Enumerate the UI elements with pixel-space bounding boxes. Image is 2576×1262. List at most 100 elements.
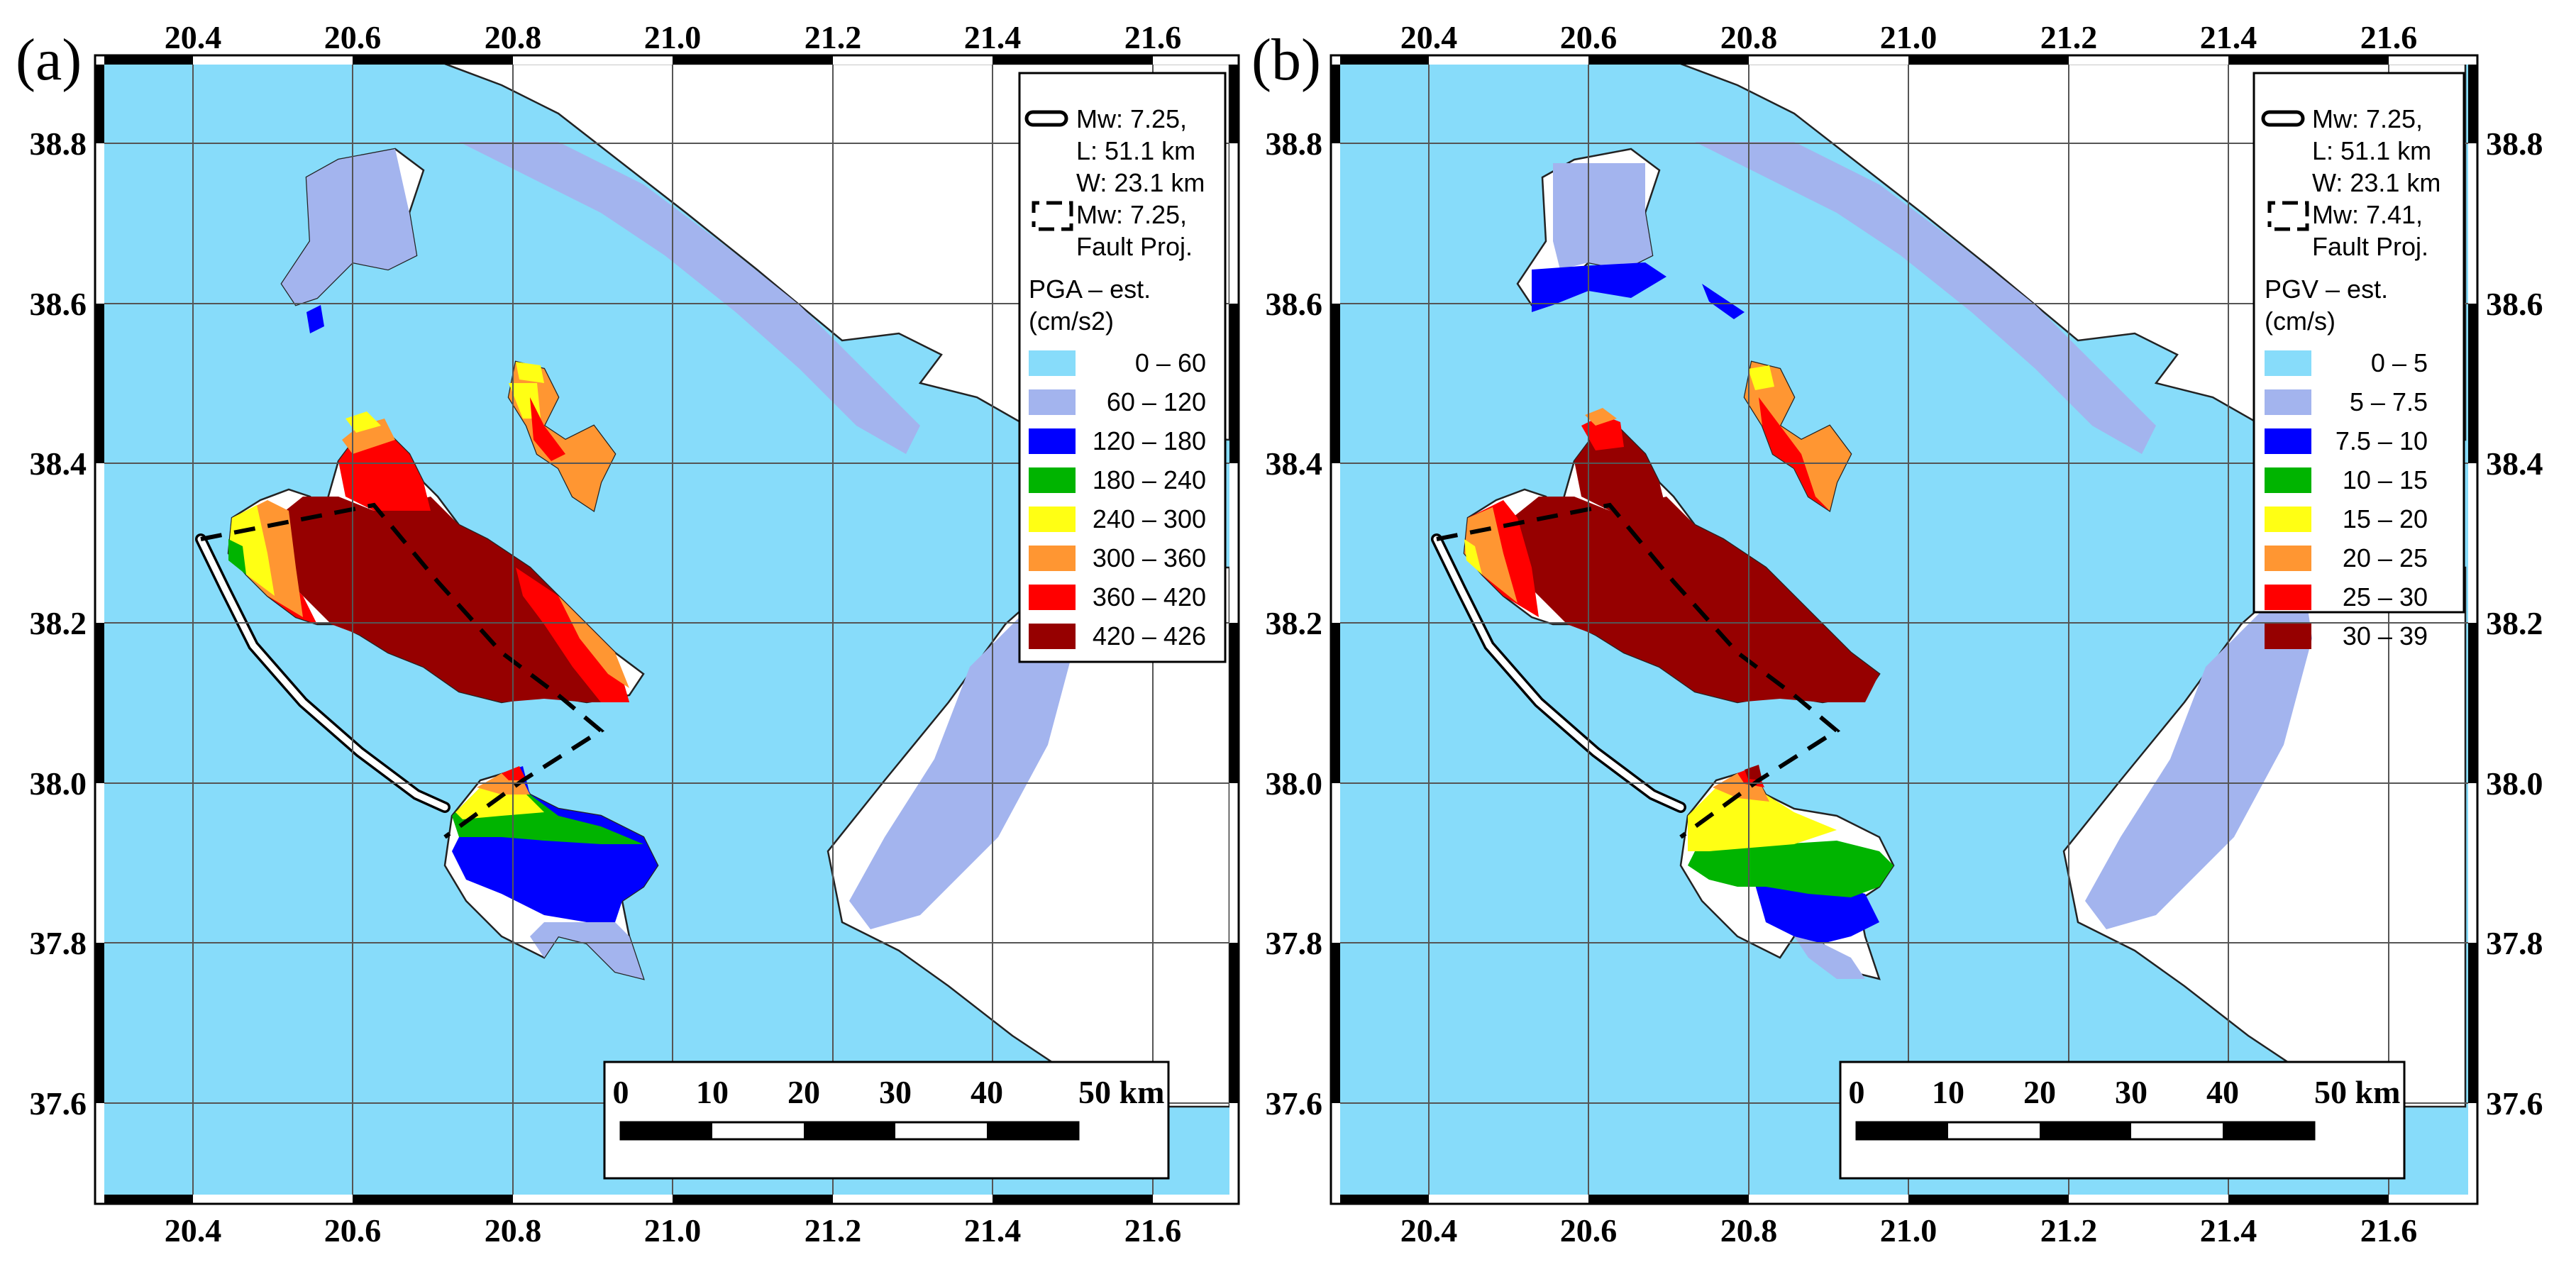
legend: Mw: 7.25, L: 51.1 km W: 23.1 km Mw: 7.25… bbox=[1018, 72, 1227, 663]
legend: Mw: 7.25, L: 51.1 km W: 23.1 km Mw: 7.41… bbox=[2252, 72, 2465, 651]
legend-swatch bbox=[1029, 428, 1076, 454]
x-tick-label: 20.4 bbox=[165, 1212, 222, 1249]
legend-class-label: 120 – 180 bbox=[1093, 426, 1206, 455]
legend-rupture-line: W: 23.1 km bbox=[1076, 168, 1205, 197]
y-tick-label: 38.2 bbox=[1266, 605, 1323, 641]
legend-class-label: 20 – 25 bbox=[2343, 543, 2428, 572]
legend-rupture-line: L: 51.1 km bbox=[1076, 136, 1195, 165]
y-tick-label: 38.2 bbox=[30, 605, 87, 641]
rupture-symbol bbox=[1024, 110, 1068, 127]
x-tick-label: 21.2 bbox=[2040, 1212, 2098, 1249]
legend-class-label: 5 – 7.5 bbox=[2350, 387, 2428, 416]
y-tick-label: 38.2 bbox=[2486, 605, 2543, 641]
x-tick-label: 21.6 bbox=[1124, 1212, 1182, 1249]
scale-label: 20 bbox=[2023, 1074, 2056, 1110]
legend-class-label: 15 – 20 bbox=[2343, 504, 2428, 533]
y-tick-label: 38.8 bbox=[2486, 126, 2543, 162]
legend-swatch bbox=[1029, 585, 1076, 610]
legend-projection-line: Fault Proj. bbox=[1076, 232, 1193, 261]
y-tick-label: 37.8 bbox=[30, 925, 87, 961]
x-tick-labels-top: 20.4 20.6 20.8 21.0 21.2 21.4 21.6 bbox=[1400, 19, 2418, 55]
scale-label: 50 km bbox=[1078, 1074, 1164, 1110]
x-tick-label: 20.8 bbox=[1720, 1212, 1778, 1249]
scale-bar: 0 10 20 30 40 50 km bbox=[603, 1061, 1170, 1180]
scale-bar-box bbox=[603, 1061, 1170, 1180]
frame-bars bbox=[1331, 55, 2477, 1204]
x-tick-label: 20.8 bbox=[485, 1212, 542, 1249]
y-tick-label: 38.0 bbox=[30, 765, 87, 802]
x-tick-label: 20.6 bbox=[1560, 19, 1618, 55]
legend-swatch bbox=[2265, 350, 2311, 376]
scale-label: 50 km bbox=[2314, 1074, 2400, 1110]
x-tick-label: 20.8 bbox=[1720, 19, 1778, 55]
legend-projection-line: Mw: 7.25, bbox=[1076, 200, 1187, 229]
legend-unit: (cm/s2) bbox=[1029, 306, 1114, 336]
x-tick-label: 21.0 bbox=[644, 1212, 702, 1249]
legend-swatch bbox=[2265, 389, 2311, 415]
x-tick-label: 21.0 bbox=[1880, 19, 1937, 55]
legend-class-label: 30 – 39 bbox=[2343, 621, 2428, 651]
panel-pga: (a) bbox=[16, 19, 1240, 1249]
x-tick-label: 21.0 bbox=[644, 19, 702, 55]
legend-projection-line: Mw: 7.41, bbox=[2312, 200, 2423, 229]
legend-swatch bbox=[2265, 507, 2311, 532]
x-tick-label: 20.4 bbox=[1400, 1212, 1458, 1249]
frame-bars bbox=[95, 55, 1239, 1204]
y-tick-label: 38.8 bbox=[30, 126, 87, 162]
x-tick-label: 21.6 bbox=[2360, 1212, 2418, 1249]
y-tick-label: 37.6 bbox=[2486, 1085, 2543, 1122]
panel-label: (b) bbox=[1251, 27, 1321, 93]
y-tick-label: 38.4 bbox=[2486, 445, 2543, 482]
y-tick-label: 38.4 bbox=[1266, 445, 1323, 482]
legend-class-label: 420 – 426 bbox=[1093, 621, 1206, 651]
x-tick-label: 21.4 bbox=[2200, 1212, 2257, 1249]
x-tick-label: 21.6 bbox=[1124, 19, 1182, 55]
legend-class-label: 25 – 30 bbox=[2343, 582, 2428, 611]
projection-symbol bbox=[2267, 201, 2309, 231]
panel-label: (a) bbox=[16, 27, 82, 93]
legend-swatch bbox=[2265, 624, 2311, 649]
legend-class-label: 7.5 – 10 bbox=[2335, 426, 2428, 455]
y-tick-label: 38.0 bbox=[1266, 765, 1323, 802]
scale-label: 40 bbox=[971, 1074, 1003, 1110]
legend-class-label: 0 – 5 bbox=[2371, 348, 2428, 377]
x-tick-label: 20.8 bbox=[485, 19, 542, 55]
x-tick-label: 21.4 bbox=[2200, 19, 2257, 55]
legend-title: PGA – est. bbox=[1029, 275, 1151, 304]
y-tick-label: 38.8 bbox=[1266, 126, 1323, 162]
x-tick-label: 21.2 bbox=[2040, 19, 2098, 55]
y-tick-label: 37.8 bbox=[2486, 925, 2543, 961]
y-tick-label: 38.6 bbox=[30, 286, 87, 322]
x-tick-label: 21.0 bbox=[1880, 1212, 1937, 1249]
x-tick-label: 20.6 bbox=[324, 1212, 382, 1249]
legend-swatch bbox=[2265, 585, 2311, 610]
x-tick-label: 20.4 bbox=[1400, 19, 1458, 55]
panel-pgv: (b) bbox=[1251, 19, 2543, 1249]
legend-class-label: 360 – 420 bbox=[1093, 582, 1206, 611]
legend-swatch bbox=[1029, 624, 1076, 649]
y-tick-label: 38.6 bbox=[1266, 286, 1323, 322]
scale-bar: 0 10 20 30 40 50 km bbox=[1839, 1061, 2406, 1180]
legend-swatch bbox=[1029, 350, 1076, 376]
legend-rupture-line: Mw: 7.25, bbox=[1076, 104, 1187, 133]
scale-label: 0 bbox=[613, 1074, 629, 1110]
x-tick-label: 21.4 bbox=[964, 1212, 1022, 1249]
scale-label: 20 bbox=[787, 1074, 820, 1110]
y-tick-labels: 38.8 38.6 38.4 38.2 38.0 37.8 37.6 bbox=[30, 126, 87, 1122]
x-tick-label: 20.4 bbox=[165, 19, 222, 55]
y-tick-label: 37.6 bbox=[1266, 1085, 1323, 1122]
legend-swatch bbox=[2265, 428, 2311, 454]
scale-label: 30 bbox=[2115, 1074, 2147, 1110]
legend-class-label: 10 – 15 bbox=[2343, 465, 2428, 494]
y-tick-label: 38.6 bbox=[2486, 286, 2543, 322]
legend-swatch bbox=[1029, 546, 1076, 571]
y-tick-label: 37.6 bbox=[30, 1085, 87, 1122]
scale-label: 0 bbox=[1849, 1074, 1865, 1110]
hazard-zones bbox=[195, 142, 1076, 979]
x-tick-label: 21.6 bbox=[2360, 19, 2418, 55]
legend-unit: (cm/s) bbox=[2265, 306, 2335, 336]
legend-swatch bbox=[2265, 467, 2311, 493]
legend-rupture-line: Mw: 7.25, bbox=[2312, 104, 2423, 133]
legend-swatch bbox=[1029, 467, 1076, 493]
